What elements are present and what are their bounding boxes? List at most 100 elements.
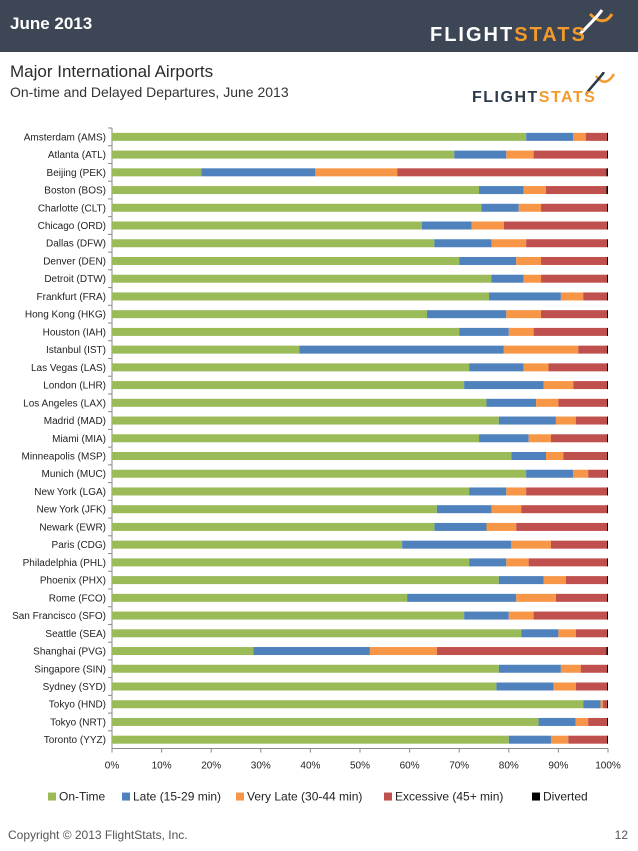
legend-label: Very Late (30-44 min) [247,790,362,804]
y-tick-label: New York (JFK) [37,505,106,516]
bar-segment [508,327,534,336]
bar-segment [607,682,608,691]
bar-segment [459,327,509,336]
x-tick-label: 10% [152,761,172,772]
bar-segment [112,132,527,141]
bar-segment [526,239,608,248]
bar-segment [397,168,607,177]
y-tick-label: Seattle (SEA) [45,629,106,640]
bar-segment [112,469,527,478]
bar-segment [511,540,551,549]
bar-segment [560,664,581,673]
bar-segment [555,416,576,425]
bar-segment [607,292,608,301]
bar-segment [112,647,254,656]
bar-segment [112,576,499,585]
bar-segment [112,274,492,283]
x-tick-label: 70% [449,761,469,772]
chart-subtitle: On-time and Delayed Departures, June 201… [10,84,289,100]
bar-segment [112,363,470,372]
y-tick-label: Rome (FCO) [49,593,106,604]
bar-segment [550,735,569,744]
logo-text-flight: FLIGHT [430,24,514,44]
bar-segment [600,700,604,709]
bar-segment [112,168,202,177]
y-tick-label: Shanghai (PVG) [33,647,106,658]
bar-segment [112,345,300,354]
y-tick-label: Houston (IAH) [43,327,106,338]
bar-segment [607,327,608,336]
bar-segment [607,398,608,407]
bar-segment [580,664,608,673]
bar-segment [563,452,608,461]
bar-segment [588,717,608,726]
bar-segment [112,629,522,638]
y-tick-label: Charlotte (CLT) [38,203,106,214]
bar-segment [607,221,608,230]
bar-segment [407,593,517,602]
bar-segment [112,292,489,301]
y-tick-label: Minneapolis (MSP) [22,452,106,463]
bar-segment [498,664,561,673]
bar-segment [518,203,542,212]
bar-segment [112,186,480,195]
bar-segment [607,611,608,620]
svg-text:FLIGHTSTATS: FLIGHTSTATS [430,24,587,44]
bar-segment [498,576,544,585]
bar-segment [112,416,499,425]
chart-title: Major International Airports [10,62,214,81]
bar-segment [112,593,408,602]
bar-segment [607,469,608,478]
bar-segment [607,363,608,372]
header-bar: June 2013 FLIGHTSTATS [0,0,638,52]
bar-segment [112,203,482,212]
y-tick-label: Amsterdam (AMS) [24,132,106,143]
bar-segment [112,150,455,159]
bar-segment [607,203,608,212]
y-tick-label: Los Angeles (LAX) [23,398,106,409]
bar-segment [607,700,608,709]
bar-segment [607,256,608,265]
bar-segment [506,150,534,159]
bar-segment [533,327,608,336]
legend-swatch [384,792,392,801]
y-tick-label: Detroit (DTW) [44,274,106,285]
legend-label: Late (15-29 min) [133,790,221,804]
bar-segment [112,522,435,531]
bar-segment [506,487,527,496]
bar-segment [469,558,507,567]
bar-segment [607,345,608,354]
bar-segment [498,416,556,425]
logo-small-text-flight: FLIGHT [472,89,539,106]
bar-segment [607,132,608,141]
bar-segment [486,522,517,531]
y-tick-label: Tokyo (HND) [49,700,106,711]
bar-segment [536,398,559,407]
y-tick-label: Philadelphia (PHL) [23,558,106,569]
bar-segment [575,416,608,425]
bar-segment [521,505,608,514]
bar-segment [607,735,608,744]
bar-segment [469,363,524,372]
bar-segment [523,363,549,372]
copyright: Copyright © 2013 FlightStats, Inc. [8,828,188,842]
bar-segment [573,381,608,390]
y-tick-label: Miami (MIA) [52,434,106,445]
legend-swatch [236,792,244,801]
x-tick-label: 20% [201,761,221,772]
y-tick-label: Hong Kong (HKG) [25,310,106,321]
y-tick-label: Chicago (ORD) [38,221,106,232]
bar-segment [606,186,608,195]
bar-segment [588,469,608,478]
y-tick-label: Atlanta (ATL) [48,150,106,161]
y-tick-label: Las Vegas (LAS) [31,363,106,374]
bar-segment [503,345,579,354]
bar-segment [459,256,517,265]
bar-segment [573,469,589,478]
y-tick-label: New York (LGA) [34,487,106,498]
bar-segment [541,256,608,265]
bar-segment [201,168,316,177]
bar-segment [516,256,542,265]
bar-segment [491,274,524,283]
bar-segment [528,558,608,567]
